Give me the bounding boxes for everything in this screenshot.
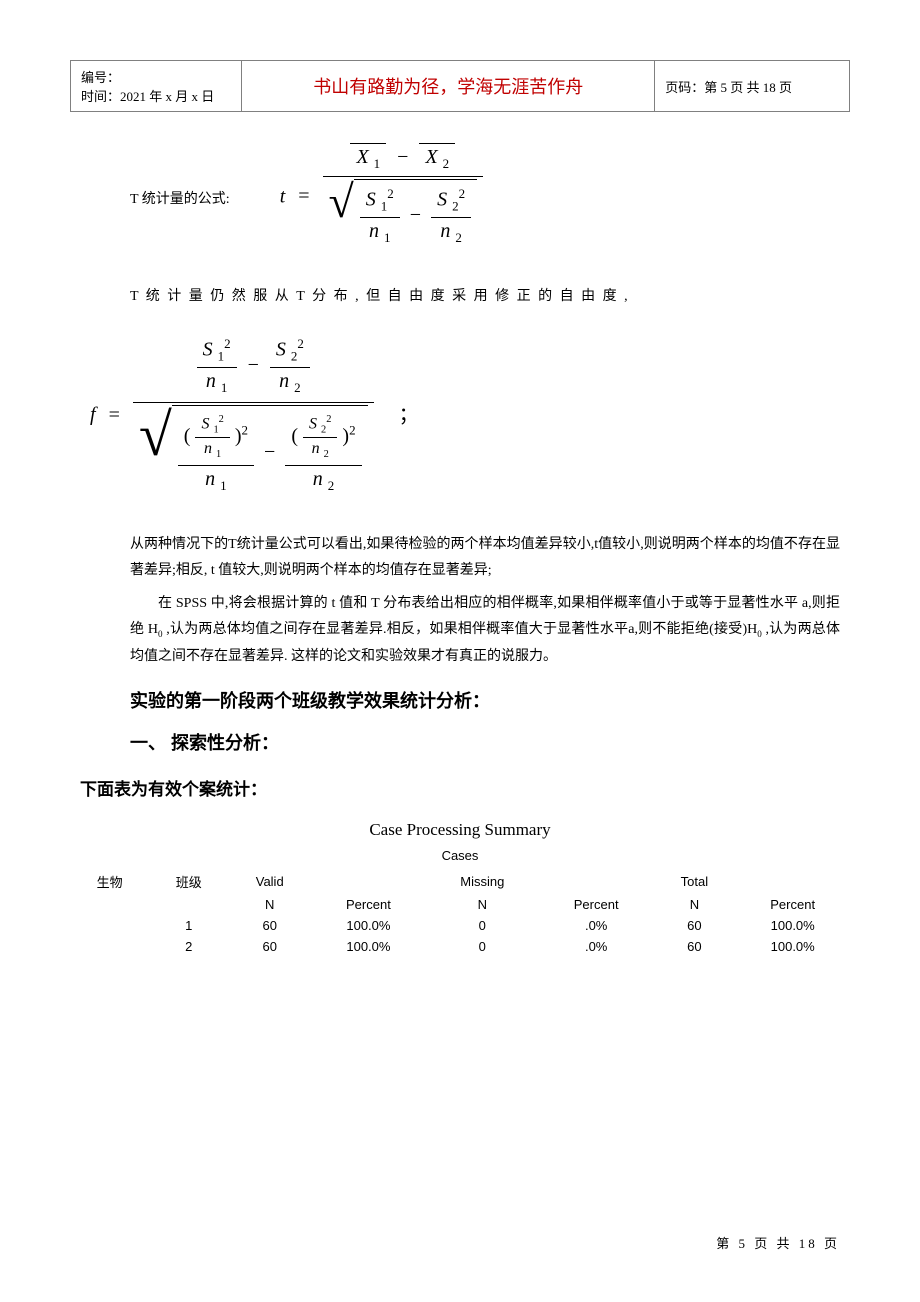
cell-tot-pct: 100.0% <box>735 936 850 957</box>
col-missing: Missing <box>426 869 539 894</box>
col-valid-pct: Percent <box>311 894 426 915</box>
heading-table-caption: 下面表为有效个案统计： <box>70 775 850 800</box>
cell-miss-pct: .0% <box>539 936 654 957</box>
formula-f-frac: S 12 n 1 − S 22 n 2 √ <box>133 330 374 501</box>
formula-f-lhs: f <box>90 404 96 426</box>
cell-tot-n: 60 <box>653 915 735 936</box>
col-miss-pct: Percent <box>539 894 654 915</box>
document-header: 编号： 时间：2021 年 x 月 x 日 书山有路勤为径，学海无涯苦作舟 页码… <box>70 60 850 112</box>
cell-valid-n: 60 <box>228 936 311 957</box>
stats-area: Cases 生物 班级 Valid Missing Total N Percen… <box>70 848 850 957</box>
header-id-label: 编号： <box>81 67 231 86</box>
minus-sign: − <box>397 146 408 168</box>
para-t-distribution: T 统 计 量 仍 然 服 从 T 分 布 , 但 自 由 度 采 用 修 正 … <box>130 284 840 311</box>
formula-f-row: f = S 12 n 1 − S 22 n 2 <box>90 330 840 501</box>
cell-class: 2 <box>149 936 228 957</box>
col-tot-pct: Percent <box>735 894 850 915</box>
sqrt-denom: √ S 12 n 1 − S 22 n 2 <box>329 179 478 252</box>
x2-bar: X <box>425 146 437 168</box>
cell-tot-pct: 100.0% <box>735 915 850 936</box>
table-header-row1: 生物 班级 Valid Missing Total <box>70 869 850 894</box>
formula-t-row: T 统计量的公式: t = X 1 − X 2 √ <box>130 142 840 254</box>
cell-tot-n: 60 <box>653 936 735 957</box>
page-container: 编号： 时间：2021 年 x 月 x 日 书山有路勤为径，学海无涯苦作舟 页码… <box>0 0 920 997</box>
cell-miss-n: 0 <box>426 936 539 957</box>
formula-f-semi: ； <box>399 404 419 426</box>
heading-exploratory: 一、 探索性分析： <box>130 729 840 755</box>
col-tot-n: N <box>653 894 735 915</box>
para-two-cases: 从两种情况下的T统计量公式可以看出,如果待检验的两个样本均值差异较小,t值较小,… <box>130 532 840 585</box>
col-rowlabel: 生物 <box>70 869 149 894</box>
table-row: 1 60 100.0% 0 .0% 60 100.0% <box>70 915 850 936</box>
col-class: 班级 <box>149 869 228 894</box>
content-area: T 统计量的公式: t = X 1 − X 2 √ <box>70 142 850 755</box>
table-row: 2 60 100.0% 0 .0% 60 100.0% <box>70 936 850 957</box>
eq-sign: = <box>298 185 309 207</box>
header-right-cell: 页码：第 5 页 共 18 页 <box>655 61 850 112</box>
table-header-row2: N Percent N Percent N Percent <box>70 894 850 915</box>
formula-f: f = S 12 n 1 − S 22 n 2 <box>90 330 419 501</box>
para-spss: 在 SPSS 中,将会根据计算的 t 值和 T 分布表给出相应的相伴概率,如果相… <box>130 591 840 671</box>
cell-miss-n: 0 <box>426 915 539 936</box>
header-left-cell: 编号： 时间：2021 年 x 月 x 日 <box>71 61 242 112</box>
cell-valid-pct: 100.0% <box>311 915 426 936</box>
col-miss-n: N <box>426 894 539 915</box>
header-date-label: 时间：2021 年 x 月 x 日 <box>81 86 231 105</box>
formula-t-label: T 统计量的公式: <box>130 188 230 208</box>
col-valid-n: N <box>228 894 311 915</box>
cell-valid-n: 60 <box>228 915 311 936</box>
formula-t-lhs: t <box>280 185 286 207</box>
cell-class: 1 <box>149 915 228 936</box>
heading-experiment: 实验的第一阶段两个班级教学效果统计分析： <box>130 687 840 713</box>
col-total: Total <box>653 869 735 894</box>
cell-valid-pct: 100.0% <box>311 936 426 957</box>
col-valid: Valid <box>228 869 311 894</box>
summary-title: Case Processing Summary <box>70 820 850 840</box>
case-processing-table: 生物 班级 Valid Missing Total N Percent N Pe… <box>70 869 850 957</box>
x1-bar: X <box>356 146 368 168</box>
cases-label: Cases <box>70 848 850 863</box>
formula-t: t = X 1 − X 2 √ S 12 <box>280 142 483 254</box>
page-footer: 第 5 页 共 18 页 <box>716 1233 840 1252</box>
cell-miss-pct: .0% <box>539 915 654 936</box>
header-center-cell: 书山有路勤为径，学海无涯苦作舟 <box>242 61 655 112</box>
formula-t-frac: X 1 − X 2 √ S 12 n 1 − <box>323 142 484 254</box>
